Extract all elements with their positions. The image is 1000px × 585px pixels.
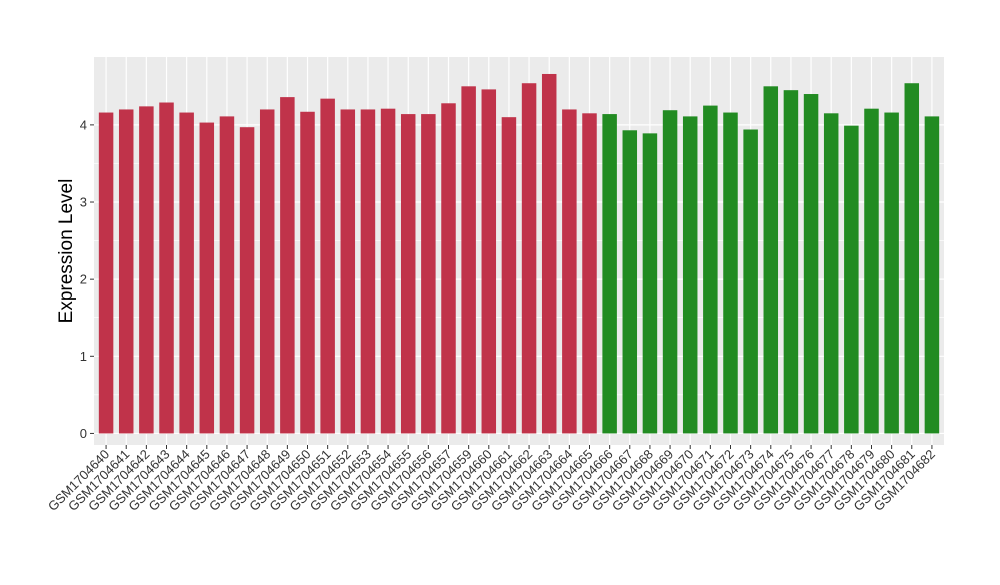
bar — [703, 105, 718, 434]
bar — [179, 112, 194, 434]
bar — [723, 112, 738, 434]
bar — [380, 108, 396, 434]
bar — [219, 116, 235, 434]
bar — [441, 103, 456, 434]
bar — [501, 117, 517, 434]
bar — [662, 110, 678, 434]
bar — [461, 86, 476, 434]
bar — [642, 133, 658, 434]
y-tick-label: 2 — [80, 272, 87, 287]
y-tick-label: 3 — [80, 195, 87, 210]
bar — [884, 112, 899, 434]
bar — [562, 109, 577, 434]
y-axis: 0 1 2 3 4 — [80, 117, 94, 441]
y-tick-label: 4 — [80, 117, 87, 132]
bar — [259, 109, 275, 434]
bar — [118, 109, 134, 434]
bar — [844, 125, 859, 434]
bar — [763, 86, 779, 434]
bar — [622, 130, 638, 434]
bar — [199, 122, 215, 434]
bars — [98, 73, 940, 434]
bar — [239, 127, 255, 434]
bar — [924, 116, 940, 434]
bar — [360, 109, 376, 434]
bar — [682, 116, 698, 434]
x-axis: GSM1704640GSM1704641GSM1704642GSM1704643… — [45, 445, 938, 514]
bar — [300, 111, 315, 434]
bar — [481, 89, 497, 434]
bar — [320, 98, 335, 434]
y-axis-title: Expression Level — [56, 179, 77, 324]
bar — [602, 114, 617, 434]
bar — [280, 97, 295, 434]
bar — [541, 73, 557, 434]
bar — [783, 90, 799, 434]
bar — [159, 102, 174, 434]
bar — [743, 129, 758, 434]
y-tick-label: 1 — [80, 349, 87, 364]
bar — [864, 108, 879, 434]
bar — [521, 83, 537, 434]
bar — [139, 106, 154, 434]
bar — [400, 114, 416, 434]
bar — [904, 83, 920, 434]
plot-panel — [94, 57, 944, 445]
bar — [421, 114, 436, 434]
bar — [98, 112, 114, 434]
bar — [340, 109, 356, 434]
y-tick-label: 0 — [80, 426, 87, 441]
bar — [823, 113, 839, 434]
bar — [803, 94, 819, 434]
bar — [582, 113, 597, 434]
